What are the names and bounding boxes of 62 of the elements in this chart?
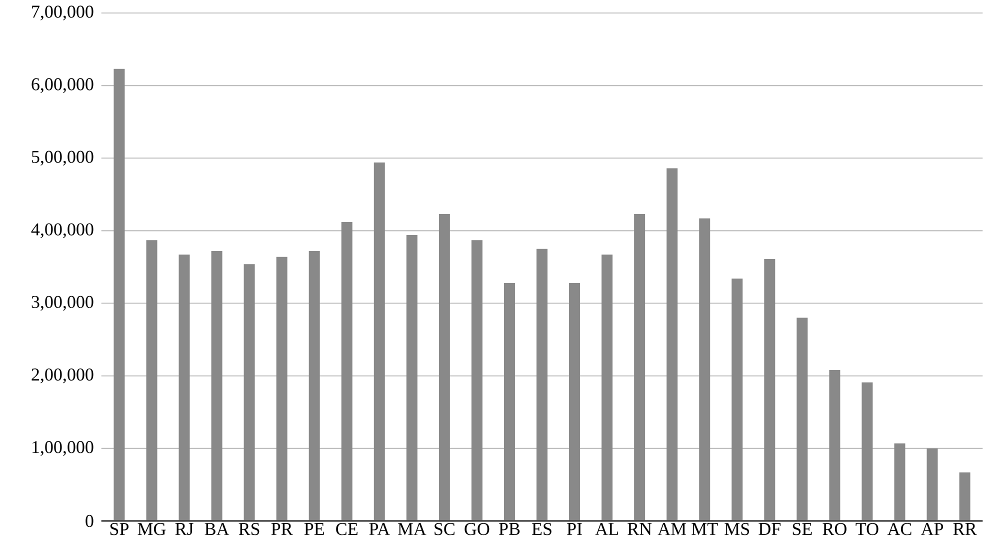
y-tick-label: 2,00,000 (32, 368, 94, 384)
x-tick-label: MG (138, 523, 166, 536)
x-tick-label: RO (822, 523, 846, 536)
x-tick-label: MT (692, 523, 718, 535)
x-tick-label: PB (498, 523, 520, 535)
x-tick-label: AC (887, 523, 912, 536)
x-tick-label: AM (658, 523, 686, 535)
bar (114, 68, 125, 521)
bar (959, 472, 970, 521)
x-tick-label: ES (532, 523, 552, 536)
bar (699, 218, 710, 521)
bar (146, 240, 158, 521)
x-tick-label: SE (792, 523, 812, 536)
bar (732, 278, 743, 521)
y-tick-label: 7,00,000 (32, 6, 94, 20)
x-tick-label: RS (238, 523, 260, 536)
bar (308, 251, 320, 521)
x-tick-label: MS (724, 523, 750, 536)
bar (471, 240, 482, 521)
x-tick-label: PA (369, 523, 390, 535)
bar (666, 168, 678, 521)
x-tick-label: AP (920, 523, 944, 535)
y-tick-label: 5,00,000 (32, 150, 94, 166)
bar (504, 282, 515, 521)
y-tick-label: 0 (86, 514, 94, 528)
x-tick-label: RR (953, 523, 977, 535)
bar (276, 256, 288, 521)
x-tick-label: RJ (175, 523, 194, 535)
x-tick-label: PI (567, 523, 582, 535)
bar (796, 318, 808, 521)
x-tick-label: RN (628, 523, 652, 535)
bar (438, 214, 450, 521)
x-tick-label: SC (434, 523, 454, 536)
x-tick-label: PR (271, 523, 293, 535)
bar (894, 443, 906, 521)
bar (536, 248, 548, 521)
bar (862, 382, 873, 521)
bar (341, 222, 352, 521)
x-tick-label: DF (758, 523, 781, 535)
x-tick-label: BA (204, 523, 230, 535)
y-tick-label: 4,00,000 (31, 223, 94, 238)
bar (244, 264, 255, 521)
y-tick-label: 3,00,000 (32, 296, 94, 311)
x-tick-label: MA (398, 523, 426, 535)
x-tick-label: AL (595, 523, 618, 535)
y-tick-label: 1,00,000 (32, 441, 94, 456)
bar (764, 259, 776, 521)
bar (569, 282, 580, 521)
y-tick-label: 6,00,000 (32, 78, 94, 93)
x-tick-label: TO (856, 523, 878, 536)
bar (829, 370, 840, 521)
x-tick-label: CE (336, 523, 358, 536)
bar (926, 448, 938, 521)
x-tick-label: SP (110, 523, 129, 536)
bar (178, 254, 190, 521)
bar (634, 214, 646, 521)
x-tick-label: PE (304, 523, 324, 535)
x-tick-label: GO (464, 523, 490, 536)
bar (374, 162, 385, 521)
bar (602, 254, 613, 521)
bar (211, 251, 222, 521)
bar (406, 235, 418, 521)
